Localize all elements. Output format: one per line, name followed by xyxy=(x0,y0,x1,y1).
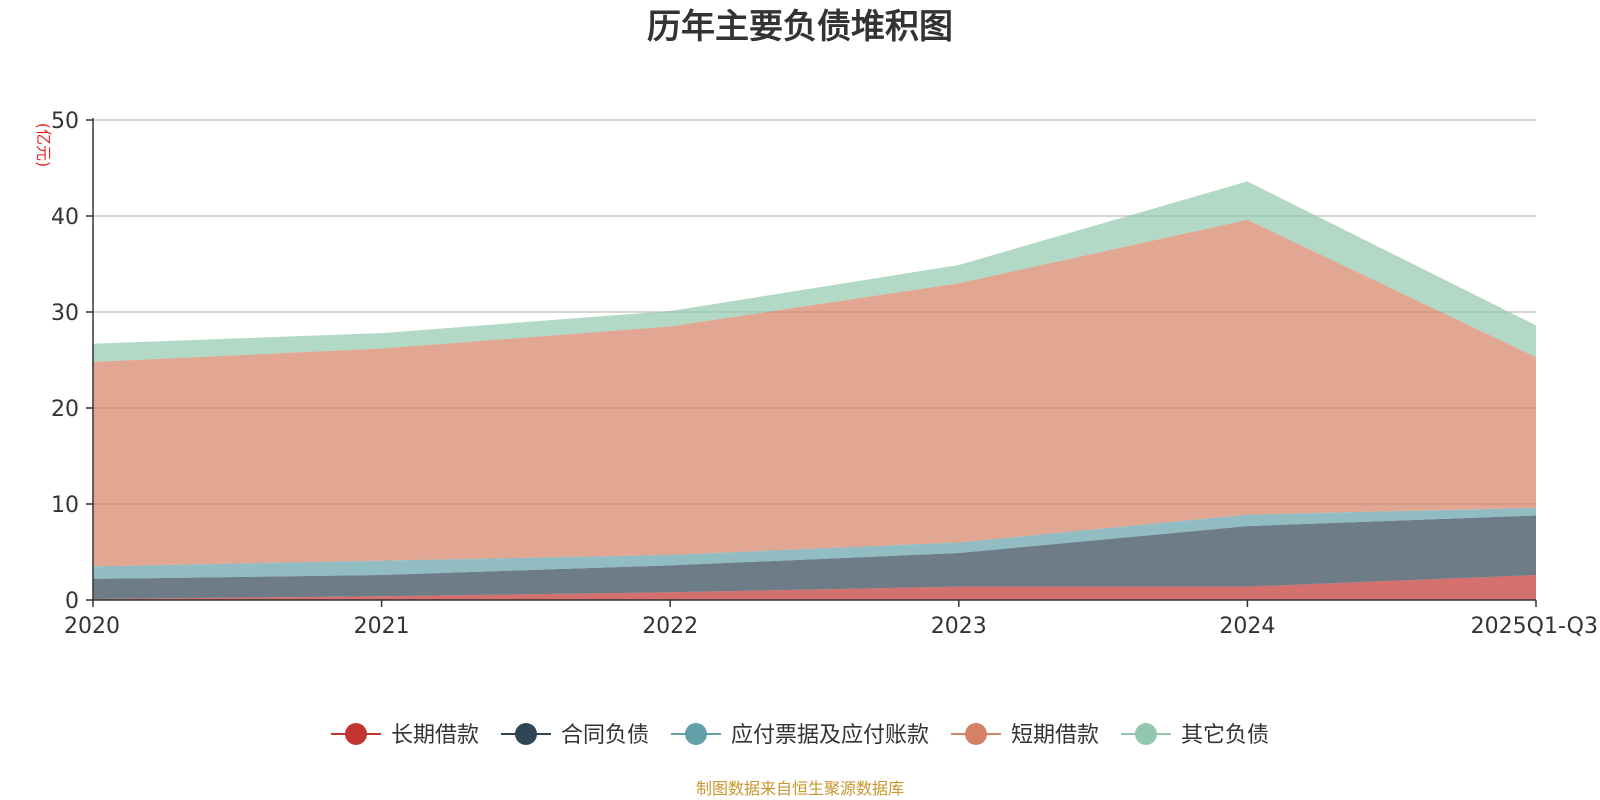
y-tick-label: 30 xyxy=(51,301,79,326)
y-tick-label: 0 xyxy=(65,589,79,614)
data-source-note: 制图数据来自恒生聚源数据库 xyxy=(696,779,904,798)
legend-item-4[interactable]: 短期借款 xyxy=(951,723,1099,748)
legend-label: 短期借款 xyxy=(1011,723,1099,748)
x-tick-label: 2021 xyxy=(354,614,410,639)
y-tick-label: 20 xyxy=(51,397,79,422)
legend-circle-marker xyxy=(1135,723,1157,745)
x-tick-label: 2025Q1-Q3 xyxy=(1471,614,1598,639)
x-tick-label: 2024 xyxy=(1219,614,1275,639)
legend-label: 应付票据及应付账款 xyxy=(731,723,929,748)
y-axis-unit-label: (亿元) xyxy=(34,123,53,168)
x-tick-label: 2020 xyxy=(64,614,120,639)
legend-item-5[interactable]: 其它负债 xyxy=(1121,723,1269,748)
y-tick-label: 50 xyxy=(51,109,79,134)
chart-title: 历年主要负债堆积图 xyxy=(647,7,953,47)
x-tick-label: 2022 xyxy=(642,614,698,639)
legend-circle-marker xyxy=(345,723,367,745)
area-series-3[interactable] xyxy=(93,507,1536,579)
legend-circle-marker xyxy=(965,723,987,745)
x-tick-label: 2023 xyxy=(931,614,987,639)
legend-item-2[interactable]: 合同负债 xyxy=(501,723,649,748)
legend-item-3[interactable]: 应付票据及应付账款 xyxy=(671,723,929,748)
y-tick-label: 40 xyxy=(51,205,79,230)
legend-item-1[interactable]: 长期借款 xyxy=(331,723,479,748)
legend-circle-marker xyxy=(515,723,537,745)
legend-label: 长期借款 xyxy=(391,723,479,748)
area-series-2[interactable] xyxy=(93,515,1536,600)
area-series-4[interactable] xyxy=(93,219,1536,567)
area-series-5[interactable] xyxy=(93,181,1536,362)
legend-label: 合同负债 xyxy=(561,723,649,748)
y-tick-label: 10 xyxy=(51,493,79,518)
legend-label: 其它负债 xyxy=(1181,723,1269,748)
area-series-1[interactable] xyxy=(93,575,1536,600)
legend-circle-marker xyxy=(685,723,707,745)
